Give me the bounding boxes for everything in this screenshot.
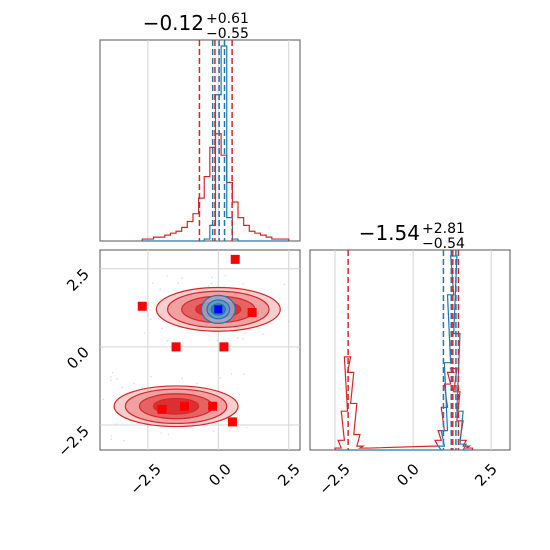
p2-sample-dot bbox=[167, 339, 169, 342]
p2-sample-dot bbox=[109, 379, 112, 382]
p3-grid bbox=[334, 250, 492, 450]
p2-sample-dot bbox=[242, 283, 244, 285]
p2-sample-dot bbox=[141, 386, 144, 388]
p2-sample-dot bbox=[244, 332, 246, 334]
p1-title-value: −0.12 bbox=[143, 11, 204, 35]
p2-xtick-label: −2.5 bbox=[126, 460, 164, 498]
p2-sample-dot bbox=[219, 376, 222, 379]
panel-bottom-right-frame bbox=[309, 249, 511, 451]
p1-title: −0.12 +0.61 −0.55 bbox=[143, 11, 249, 42]
p2-sample-dot bbox=[210, 282, 213, 285]
p2-sample-dot bbox=[121, 386, 124, 389]
p2-sample-dot bbox=[241, 337, 244, 340]
p2-sample-dot bbox=[166, 340, 168, 342]
p2-sample-dot bbox=[166, 275, 169, 277]
p1-title-upper: +0.61 bbox=[206, 11, 249, 27]
p2-xtick-label: 2.5 bbox=[274, 460, 304, 490]
p2-sample-dot bbox=[216, 339, 219, 341]
p2-sample-dot bbox=[150, 375, 152, 378]
p2-sample-dot bbox=[123, 439, 125, 442]
p2-sample-dot bbox=[116, 378, 119, 380]
p1-grid bbox=[147, 40, 290, 241]
p3-hist-series-0 bbox=[334, 356, 474, 450]
p2-sample-dot bbox=[159, 288, 162, 291]
p3-title-lower: −0.54 bbox=[422, 236, 465, 252]
p2-sample-dot bbox=[102, 398, 104, 401]
panel-top-left: −0.12 +0.61 −0.55 bbox=[99, 11, 301, 242]
p3-title-upper: +2.81 bbox=[422, 221, 465, 237]
p2-sample-dot bbox=[212, 430, 215, 433]
p2-sample-dot bbox=[181, 277, 183, 279]
p1-quantile-lines bbox=[198, 40, 233, 241]
p2-sample-dot bbox=[181, 377, 184, 380]
p3-hist-series-1 bbox=[335, 255, 473, 451]
p3-xtick-label: 2.5 bbox=[471, 460, 501, 490]
p2-ytick-label: 2.5 bbox=[63, 265, 93, 295]
p2-sample-dot bbox=[151, 282, 154, 284]
p2-sample-dot bbox=[230, 373, 233, 375]
p3-xtick-label: 0.0 bbox=[393, 460, 423, 490]
p3-xtick-label: −2.5 bbox=[315, 460, 353, 498]
p2-blue-marker bbox=[214, 305, 223, 314]
p2-sample-dot bbox=[196, 382, 198, 385]
p3-title: −1.54 +2.81 −0.54 bbox=[359, 221, 465, 252]
p2-sample-dot bbox=[236, 421, 239, 424]
p2-sample-dot bbox=[110, 376, 112, 378]
p1-hist-series-1 bbox=[142, 45, 289, 242]
p2-xticks: −2.5 0.0 2.5 bbox=[126, 460, 303, 498]
p2-sample-dot bbox=[143, 332, 146, 334]
p2-sample-dot bbox=[236, 337, 239, 339]
p2-sample-dot bbox=[110, 438, 113, 440]
p2-sample-dot bbox=[238, 393, 240, 395]
p2-marker bbox=[208, 401, 218, 411]
p2-marker bbox=[157, 404, 167, 414]
panel-bottom-left: −2.5 0.0 2.5 −2.5 0.0 2.5 bbox=[54, 249, 304, 499]
p2-sample-dot bbox=[111, 371, 114, 374]
p2-sample-dot bbox=[211, 276, 213, 279]
p2-sample-dot bbox=[147, 314, 150, 317]
p3-quantile-lines bbox=[347, 250, 460, 450]
p2-markers bbox=[137, 254, 257, 427]
p2-sample-dot bbox=[228, 429, 231, 432]
p2-sample-dot bbox=[161, 327, 163, 330]
p2-ytick-label: 0.0 bbox=[63, 343, 93, 373]
p2-marker bbox=[171, 342, 181, 352]
p2-yticks: −2.5 0.0 2.5 bbox=[54, 265, 92, 460]
p2-sample-dot bbox=[262, 333, 265, 336]
p3-title-value: −1.54 bbox=[359, 221, 420, 245]
p2-marker bbox=[230, 254, 240, 264]
p2-sample-dot bbox=[245, 426, 248, 429]
p2-sample-dot bbox=[288, 320, 290, 323]
p2-sample-dot bbox=[149, 318, 152, 321]
p2-marker bbox=[137, 301, 147, 311]
p3-xticks: −2.5 0.0 2.5 bbox=[315, 460, 500, 498]
p2-marker bbox=[180, 401, 190, 411]
p2-marker bbox=[219, 342, 229, 352]
p2-sample-dot bbox=[160, 432, 162, 434]
p2-sample-dot bbox=[283, 283, 286, 286]
p2-marker bbox=[227, 417, 237, 427]
p2-marker bbox=[247, 308, 257, 317]
p3-histograms bbox=[334, 255, 474, 451]
p2-sample-dot bbox=[243, 373, 245, 375]
p2-sample-dot bbox=[115, 423, 118, 425]
p2-sample-dot bbox=[133, 382, 135, 385]
p1-title-lower: −0.55 bbox=[206, 26, 249, 42]
p2-sample-dot bbox=[167, 433, 170, 436]
panel-bottom-right: −1.54 +2.81 −0.54 −2.5 0.0 2.5 bbox=[309, 221, 511, 499]
p2-sample-dot bbox=[177, 282, 179, 284]
p2-sample-dot bbox=[208, 285, 210, 287]
p2-xtick-label: 0.0 bbox=[205, 460, 235, 490]
p2-ytick-label: −2.5 bbox=[54, 422, 92, 460]
p2-sample-dot bbox=[224, 274, 227, 277]
p2-sample-dot bbox=[110, 435, 113, 437]
